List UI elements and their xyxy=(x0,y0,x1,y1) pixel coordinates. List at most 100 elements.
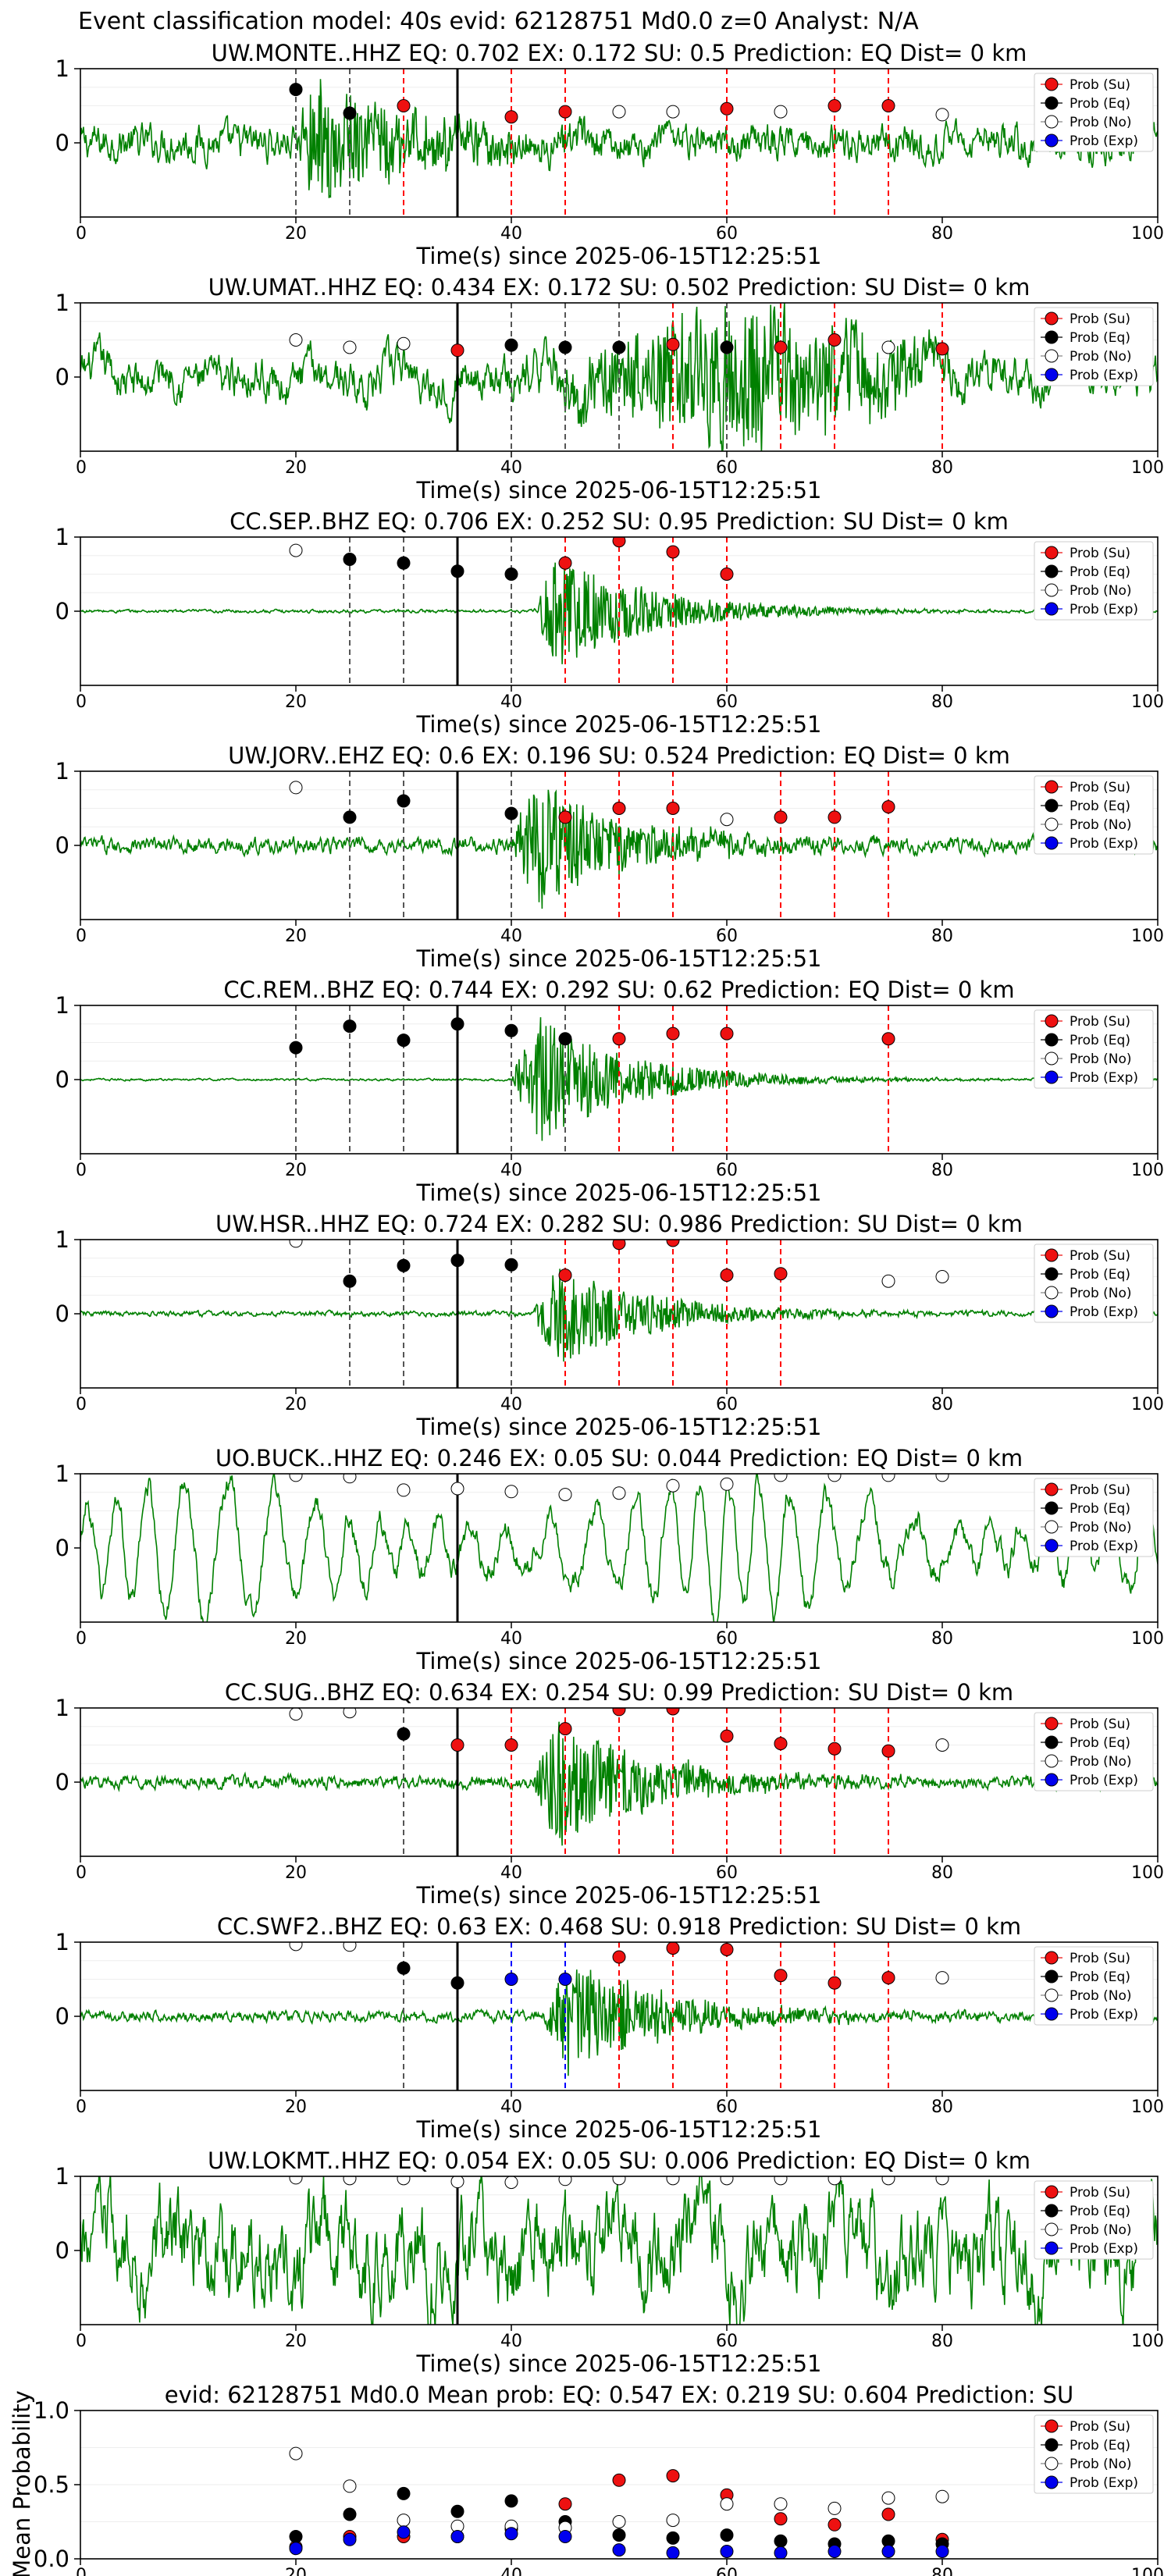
station-panel: CC.SWF2..BHZ EQ: 0.63 EX: 0.468 SU: 0.91… xyxy=(55,1913,1164,2143)
legend-label: Prob (No) xyxy=(1070,2457,1132,2472)
prob-point xyxy=(343,340,357,354)
legend-label: Prob (Eq) xyxy=(1070,330,1130,346)
mean-prob-point xyxy=(612,2543,626,2557)
prob-point xyxy=(558,1722,572,1736)
x-axis-label: Time(s) since 2025-06-15T12:25:51 xyxy=(416,1414,822,1440)
legend-marker xyxy=(1045,1754,1059,1768)
legend-marker xyxy=(1045,1988,1059,2002)
legend-box xyxy=(1034,1244,1154,1323)
x-tick-label: 80 xyxy=(931,2566,953,2576)
x-tick-label: 60 xyxy=(716,927,738,946)
legend-box xyxy=(1034,73,1154,152)
legend: Prob (Su) Prob (Eq) Prob (No) Prob (Exp) xyxy=(1034,307,1154,386)
x-tick-label: 0 xyxy=(76,2097,87,2117)
legend-marker xyxy=(1045,2185,1059,2199)
x-tick-label: 20 xyxy=(285,1161,307,1180)
legend-label: Prob (Exp) xyxy=(1070,602,1138,617)
legend: Prob (Su) Prob (Eq) Prob (No) Prob (Exp) xyxy=(1034,1946,1154,2026)
x-tick-label: 100 xyxy=(1131,1161,1164,1180)
x-tick-label: 20 xyxy=(285,1395,307,1414)
plot-area xyxy=(80,2176,1158,2325)
mean-prob-point xyxy=(881,2491,895,2505)
legend-box xyxy=(1034,1009,1154,1089)
x-tick-label: 0 xyxy=(76,224,87,244)
legend-box xyxy=(1034,2414,1154,2494)
legend-label: Prob (Su) xyxy=(1070,1014,1130,1030)
legend-label: Prob (Eq) xyxy=(1070,2204,1130,2219)
prob-point xyxy=(720,101,734,116)
legend-marker xyxy=(1045,2007,1059,2021)
legend-label: Prob (Su) xyxy=(1070,311,1130,327)
x-tick-label: 100 xyxy=(1131,1629,1164,1649)
prob-point xyxy=(881,1744,895,1758)
mean-prob-point xyxy=(343,2507,357,2521)
legend-label: Prob (Su) xyxy=(1070,1482,1130,1498)
waveform-trace xyxy=(80,1474,1158,1622)
prob-point xyxy=(720,1943,734,1956)
prob-point xyxy=(343,810,357,824)
x-axis-label: Time(s) since 2025-06-15T12:25:51 xyxy=(416,477,822,503)
x-tick-label: 100 xyxy=(1131,2566,1164,2576)
y-tick-label: 1 xyxy=(55,1461,69,1487)
prob-point xyxy=(612,1240,626,1251)
x-axis-label: Time(s) since 2025-06-15T12:25:51 xyxy=(416,1179,822,1206)
prob-point xyxy=(397,99,411,112)
prob-point xyxy=(450,1738,464,1752)
x-tick-label: 80 xyxy=(931,692,953,712)
prob-point xyxy=(828,333,842,347)
mean-prob-point xyxy=(720,2545,734,2558)
mean-prob-point xyxy=(397,2514,411,2528)
plot-area xyxy=(80,303,1158,451)
legend-label: Prob (No) xyxy=(1070,1520,1132,1535)
legend-marker xyxy=(1045,1267,1059,1281)
prob-point xyxy=(881,800,895,814)
legend-label: Prob (No) xyxy=(1070,1286,1132,1301)
prob-point xyxy=(612,340,626,354)
legend-marker xyxy=(1045,1051,1059,1066)
y-tick-label: 1 xyxy=(55,290,69,316)
prob-point xyxy=(343,553,357,566)
legend-marker xyxy=(1045,564,1059,578)
x-tick-label: 60 xyxy=(716,458,738,478)
x-tick-label: 80 xyxy=(931,1395,953,1414)
prob-point xyxy=(881,99,895,112)
station-panel: UW.JORV..EHZ EQ: 0.6 EX: 0.196 SU: 0.524… xyxy=(55,742,1164,972)
station-panel: UW.UMAT..HHZ EQ: 0.434 EX: 0.172 SU: 0.5… xyxy=(55,274,1164,503)
prob-point xyxy=(343,2176,357,2186)
plot-area xyxy=(80,1005,1158,1154)
legend-label: Prob (No) xyxy=(1070,817,1132,833)
mean-prob-point xyxy=(828,2501,842,2515)
legend: Prob (Su) Prob (Eq) Prob (No) Prob (Exp) xyxy=(1034,541,1154,621)
legend-marker xyxy=(1045,1304,1059,1318)
x-tick-label: 40 xyxy=(500,224,522,244)
mean-prob-point xyxy=(289,2446,303,2460)
prob-point xyxy=(397,2176,411,2186)
legend-label: Prob (Exp) xyxy=(1070,1773,1138,1788)
waveform-trace xyxy=(80,79,1158,198)
prob-point xyxy=(450,2176,464,2189)
x-tick-label: 80 xyxy=(931,2332,953,2351)
prob-point xyxy=(774,1737,788,1751)
mean-probability-panel: evid: 62128751 Md0.0 Mean prob: EQ: 0.54… xyxy=(9,2382,1164,2576)
x-axis-label: Time(s) since 2025-06-15T12:25:51 xyxy=(416,711,822,738)
y-tick-label: 1 xyxy=(55,1695,69,1721)
legend-label: Prob (No) xyxy=(1070,349,1132,365)
prob-point xyxy=(612,1950,626,1964)
x-tick-label: 60 xyxy=(716,1863,738,1883)
legend-marker xyxy=(1045,1482,1059,1496)
station-panel: CC.REM..BHZ EQ: 0.744 EX: 0.292 SU: 0.62… xyxy=(55,977,1164,1206)
prob-point xyxy=(450,1482,464,1496)
x-tick-label: 80 xyxy=(931,2097,953,2117)
prob-point xyxy=(612,537,626,548)
legend-label: Prob (Eq) xyxy=(1070,1033,1130,1048)
x-tick-label: 80 xyxy=(931,927,953,946)
prob-point xyxy=(504,806,518,820)
legend-marker xyxy=(1045,1520,1059,1534)
waveform-trace xyxy=(80,1969,1158,2076)
legend-marker xyxy=(1045,330,1059,344)
x-tick-label: 20 xyxy=(285,2332,307,2351)
legend-label: Prob (Eq) xyxy=(1070,1735,1130,1751)
prob-point xyxy=(881,340,895,354)
legend-marker xyxy=(1045,1951,1059,1965)
